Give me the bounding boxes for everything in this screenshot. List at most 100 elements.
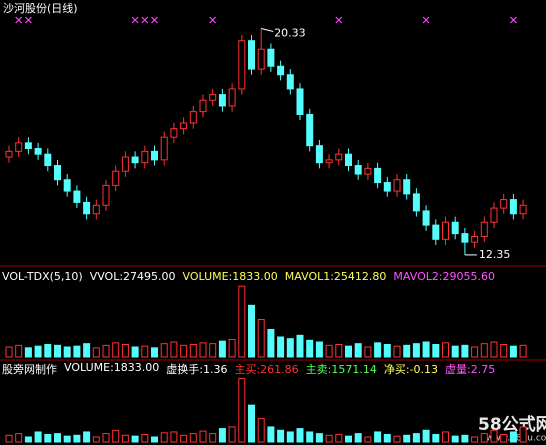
indicator-bar <box>451 435 459 443</box>
indicator-bar <box>471 436 479 443</box>
volume-bar <box>131 346 139 358</box>
indicator-bar <box>403 434 411 443</box>
volume-bar <box>63 346 71 358</box>
volume-bar <box>393 345 401 358</box>
indicator-bar <box>296 428 304 443</box>
candle-body <box>209 94 217 101</box>
candle-body <box>160 136 168 161</box>
high-pointer <box>261 28 274 32</box>
candle-body <box>451 221 459 235</box>
candle-body <box>442 221 449 240</box>
indicator-bar <box>180 434 188 443</box>
candle-body <box>286 74 294 90</box>
candle-body <box>267 48 275 67</box>
candle-body <box>374 167 382 184</box>
volume-bar <box>267 329 275 358</box>
indicator-bar <box>480 433 488 443</box>
indicator-bar <box>315 433 323 443</box>
candle-body <box>121 156 129 172</box>
indicator-bar <box>228 426 236 443</box>
signal-mark <box>141 16 149 24</box>
indicator-bar <box>257 418 265 443</box>
indicator-bar <box>151 436 158 443</box>
indicator-bar <box>442 431 449 443</box>
indicator-bar <box>412 433 420 443</box>
candle-body <box>257 48 265 70</box>
volume-bar <box>209 343 217 358</box>
indicator-bar <box>102 433 110 443</box>
volume-bar <box>364 346 372 358</box>
indicator-bar <box>83 431 91 443</box>
candle-body <box>238 40 246 90</box>
indicator-bar <box>73 434 81 443</box>
header-item: VOLUME:1833.00 <box>182 270 278 283</box>
indicator-bar <box>364 436 372 443</box>
candle-body <box>218 94 226 107</box>
indicator-bar <box>490 429 498 443</box>
indicator-bar <box>112 429 120 443</box>
volume-bar <box>248 304 255 358</box>
indicator-bar <box>335 433 343 443</box>
volume-bar <box>102 344 110 358</box>
indicator-bar <box>44 433 52 443</box>
volume-bar <box>412 343 420 358</box>
candle-body <box>112 170 120 186</box>
header-item: 净买:-0.13 <box>383 363 439 376</box>
indicator-bar <box>267 426 275 443</box>
indicator-bar <box>519 426 527 443</box>
candle-body <box>5 150 13 158</box>
volume-bar <box>5 346 13 358</box>
indicator-bar <box>509 431 517 443</box>
volume-bar <box>112 342 120 358</box>
chart-title: 沙河股份(日线) <box>3 1 78 15</box>
header-item: VVOL:27495.00 <box>89 270 176 283</box>
indicator-bar <box>374 431 382 443</box>
low-label: 12.35 <box>479 248 511 261</box>
indicator-bar <box>199 430 207 443</box>
candle-body <box>54 165 61 181</box>
header-item: 主买:261.86 <box>234 363 299 376</box>
indicator-bar <box>383 433 391 443</box>
volume-bar <box>160 343 168 358</box>
volume-bar <box>383 344 391 358</box>
volume-bar <box>490 341 498 358</box>
indicator-bar <box>189 433 197 443</box>
volume-bar <box>471 346 479 358</box>
header-item: VOL-TDX(5,10) <box>2 270 83 283</box>
candle-body <box>151 150 158 161</box>
candle-body <box>500 199 508 209</box>
header-item: 主卖:1571.14 <box>305 363 377 376</box>
volume-bar <box>218 340 226 358</box>
header-item: VOLUME:1833.00 <box>64 361 160 374</box>
candle-body <box>335 153 343 161</box>
indicator-bar <box>248 404 255 443</box>
indicator-bar <box>160 432 168 443</box>
candle-body <box>73 190 81 203</box>
candle-body <box>383 182 391 192</box>
watermark: 58公式网 <box>478 414 546 435</box>
volume-bar <box>141 345 149 358</box>
candle-body <box>509 199 517 215</box>
candle-body <box>471 235 479 243</box>
volume-bar <box>432 344 440 358</box>
signal-mark <box>335 16 343 24</box>
indicator-bar <box>354 433 362 443</box>
indicator-bar <box>15 433 23 443</box>
candle-body <box>131 156 139 164</box>
candle-body <box>83 201 91 215</box>
volume-bar <box>180 344 188 358</box>
volume-bar <box>24 347 32 358</box>
volume-bar <box>315 341 323 358</box>
candle-body <box>403 179 411 195</box>
indicator-bar <box>170 431 178 443</box>
indicator-bar <box>121 434 129 443</box>
candle-body <box>432 224 440 240</box>
signal-mark <box>131 16 139 24</box>
volume-bar <box>92 347 100 358</box>
volume-bar <box>44 344 52 358</box>
volume-bar <box>442 342 449 358</box>
candle-body <box>102 184 110 206</box>
candle-body <box>34 148 42 155</box>
